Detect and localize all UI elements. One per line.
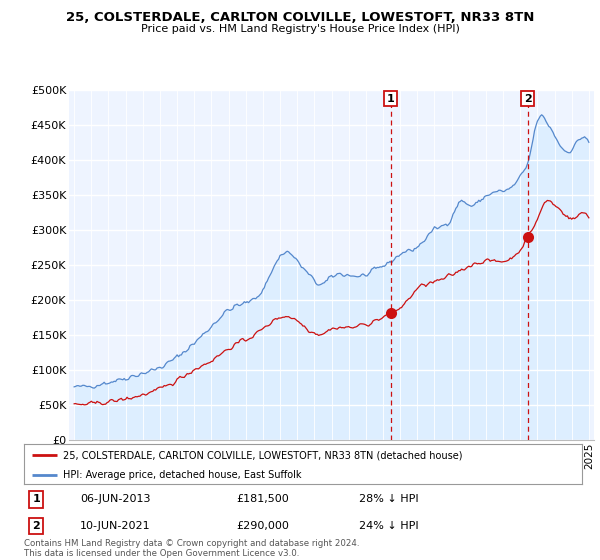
Text: 28% ↓ HPI: 28% ↓ HPI [359,494,418,505]
Text: 10-JUN-2021: 10-JUN-2021 [80,521,151,531]
Text: 2: 2 [524,94,532,104]
Text: 06-JUN-2013: 06-JUN-2013 [80,494,151,505]
Text: HPI: Average price, detached house, East Suffolk: HPI: Average price, detached house, East… [63,470,302,480]
Text: 1: 1 [32,494,40,505]
Text: £290,000: £290,000 [236,521,289,531]
Text: Price paid vs. HM Land Registry's House Price Index (HPI): Price paid vs. HM Land Registry's House … [140,24,460,34]
Text: 2: 2 [32,521,40,531]
Text: Contains HM Land Registry data © Crown copyright and database right 2024.
This d: Contains HM Land Registry data © Crown c… [24,539,359,558]
Text: £181,500: £181,500 [236,494,289,505]
Text: 25, COLSTERDALE, CARLTON COLVILLE, LOWESTOFT, NR33 8TN: 25, COLSTERDALE, CARLTON COLVILLE, LOWES… [66,11,534,24]
Text: 1: 1 [386,94,394,104]
Text: 25, COLSTERDALE, CARLTON COLVILLE, LOWESTOFT, NR33 8TN (detached house): 25, COLSTERDALE, CARLTON COLVILLE, LOWES… [63,450,463,460]
Text: 24% ↓ HPI: 24% ↓ HPI [359,521,418,531]
